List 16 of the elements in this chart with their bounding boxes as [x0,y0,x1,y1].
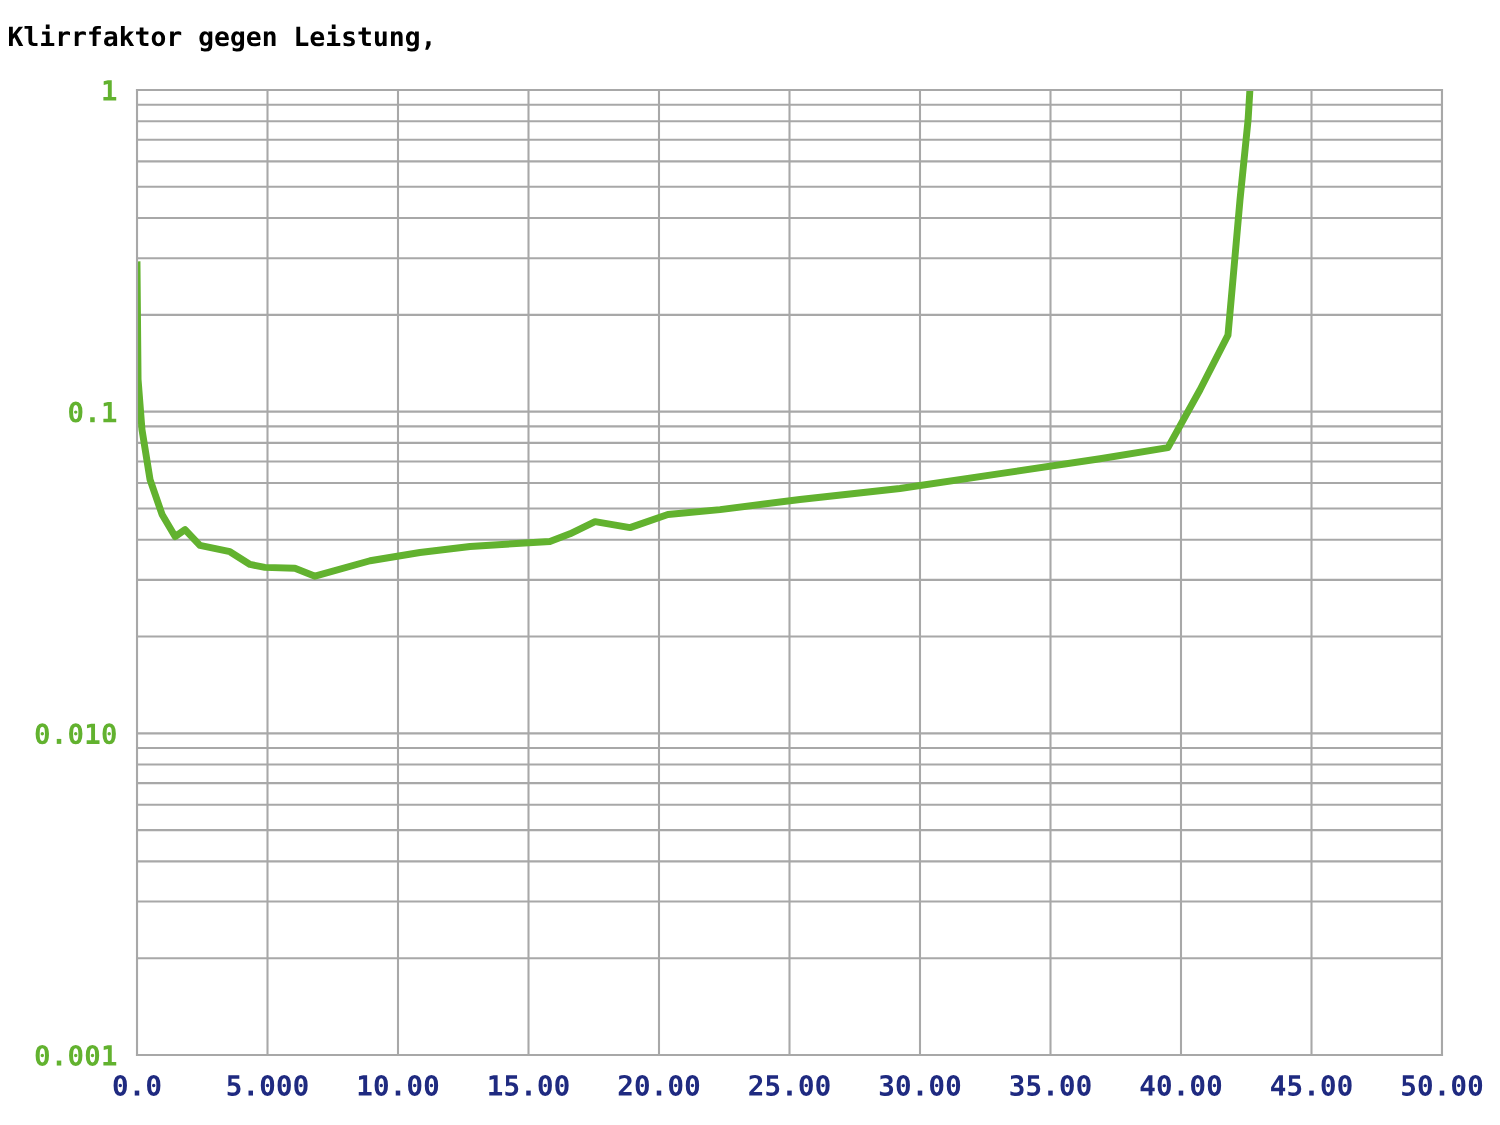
y-tick-label: 1 [103,80,117,101]
y-tick-label: 0.010 [35,723,116,745]
x-tick-label: 10.00 [358,1074,439,1096]
x-tick-label: 5.000 [227,1074,308,1096]
y-tick-label: 0.001 [35,1044,117,1066]
x-tick-label: 35.00 [1010,1074,1091,1096]
x-tick-label: 20.00 [618,1074,700,1096]
x-tick-label: 50.00 [1402,1074,1483,1096]
x-tick-label: 40.00 [1140,1074,1222,1096]
x-tick-label: 25.00 [749,1074,830,1096]
x-tick-label: 45.00 [1271,1074,1352,1096]
x-tick-label: 0.0 [113,1074,161,1096]
chart-title: Klirrfaktor gegen Leistung, [9,24,431,52]
y-tick-label: 0.1 [69,401,117,423]
x-tick-label: 15.00 [489,1074,569,1096]
x-tick-label: 30.00 [879,1074,961,1096]
